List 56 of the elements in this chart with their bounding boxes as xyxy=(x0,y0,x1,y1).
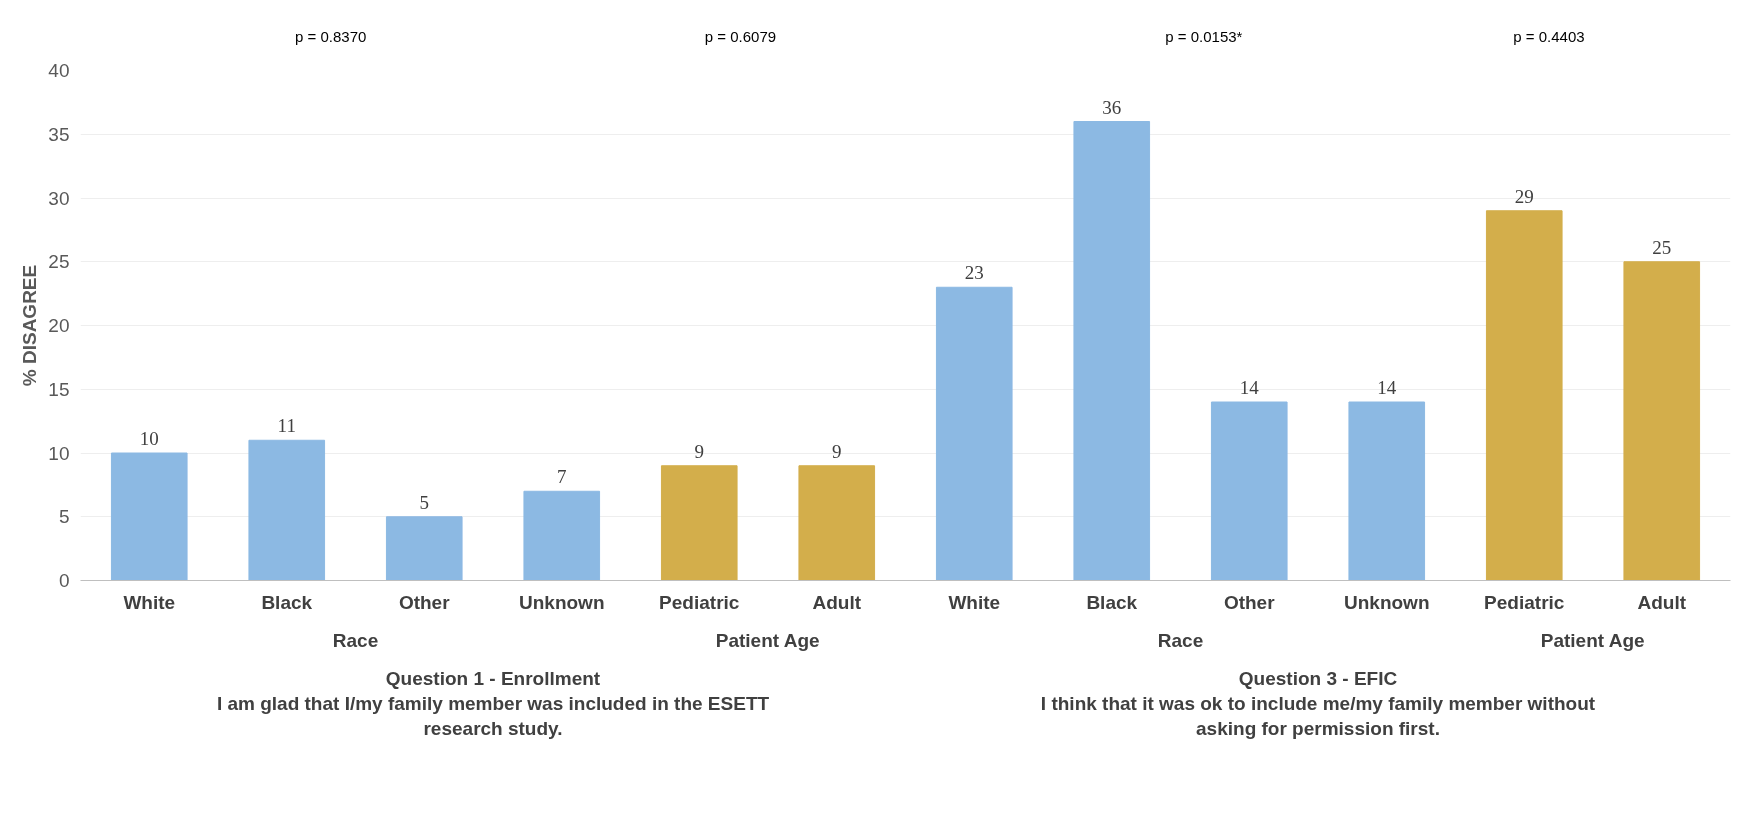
data-label: 9 xyxy=(694,440,704,462)
text: Race xyxy=(1157,629,1204,651)
data-label: 7 xyxy=(557,466,567,488)
y-tick-label: 5 xyxy=(58,506,70,528)
y-tick-label: 35 xyxy=(48,123,70,145)
data-label: 29 xyxy=(1514,185,1534,207)
bar xyxy=(660,465,738,581)
y-tick-label: 15 xyxy=(48,378,70,400)
data-label: 5 xyxy=(419,491,429,513)
x-tick-label: Black xyxy=(1086,591,1138,613)
text: Question 3 - EFIC I think that it was ok to include me/my family member without asking for permission first. xyxy=(1040,667,1596,739)
x-tick-label: Other xyxy=(398,591,451,613)
data-label: 36 xyxy=(1102,96,1122,118)
y-tick-label: 20 xyxy=(48,315,70,336)
bar xyxy=(110,452,188,581)
bar xyxy=(1348,401,1426,581)
data-label: 25 xyxy=(1652,236,1672,258)
x-tick-label: White xyxy=(948,591,1001,613)
y-tick-label: 40 xyxy=(48,60,70,81)
x-tick-label: Unknown xyxy=(1344,591,1430,613)
x-tick-label: Pediatric xyxy=(659,591,740,613)
data-label: 11 xyxy=(277,415,296,437)
x-tick-label: Adult xyxy=(1637,591,1687,613)
bar xyxy=(1623,261,1701,581)
text: Question 1 - Enrollment I am glad that I/my family member was included in the ESETT research study. xyxy=(216,667,770,739)
data-label: 14 xyxy=(1239,377,1260,398)
x-tick-label: White xyxy=(123,591,176,613)
bar xyxy=(1210,401,1288,581)
bar xyxy=(798,465,876,581)
y-axis-title: % DISAGREE xyxy=(19,264,41,387)
bar xyxy=(1073,121,1151,581)
bar xyxy=(523,490,601,581)
text: p = 0.6079 xyxy=(704,27,777,45)
x-tick-label: Pediatric xyxy=(1484,591,1565,613)
text: Patient Age xyxy=(715,629,820,651)
y-tick-label: 30 xyxy=(48,187,70,209)
text: p = 0.4403 xyxy=(1513,27,1585,45)
bar xyxy=(935,286,1013,581)
y-tick-label: 10 xyxy=(48,442,70,464)
x-tick-label: Black xyxy=(261,591,313,613)
data-label: 23 xyxy=(964,262,984,284)
data-label: 10 xyxy=(139,428,159,449)
x-tick-label: Adult xyxy=(812,591,862,613)
text: Patient Age xyxy=(1540,629,1645,651)
text: p = 0.8370 xyxy=(295,27,367,45)
bar xyxy=(385,516,463,581)
y-tick-label: 25 xyxy=(48,251,70,273)
text: Race xyxy=(332,629,379,651)
data-label: 9 xyxy=(832,440,842,462)
bar xyxy=(248,439,326,581)
x-tick-label: Other xyxy=(1223,591,1276,613)
text: p = 0.0153* xyxy=(1165,27,1243,45)
data-label: 14 xyxy=(1377,377,1397,398)
bar xyxy=(1485,210,1563,581)
y-tick-label: 0 xyxy=(58,570,70,591)
x-tick-label: Unknown xyxy=(519,591,605,613)
